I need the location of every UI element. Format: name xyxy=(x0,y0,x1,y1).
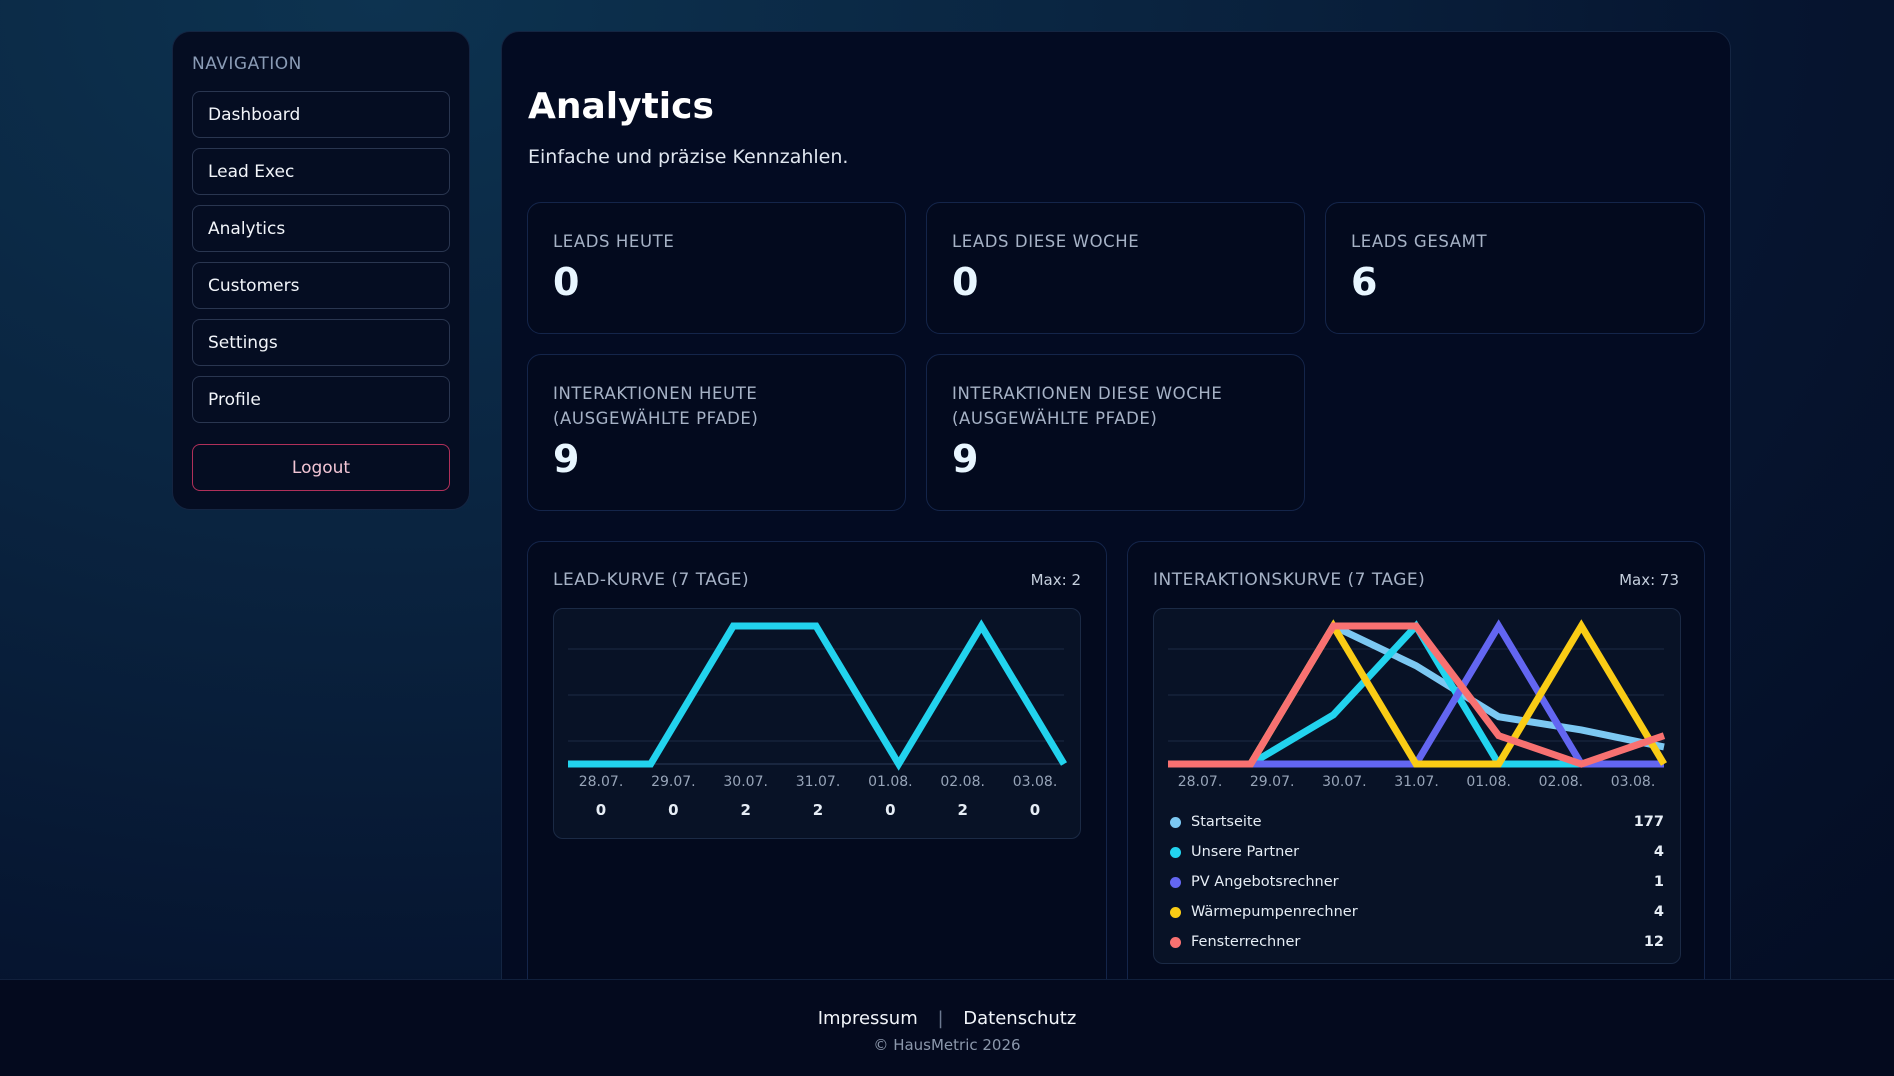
stat-card-leads-week: LEADS DIESE WOCHE 0 xyxy=(926,202,1305,334)
legend-item: Fensterrechner 12 xyxy=(1170,927,1664,957)
lead-chart-box: 28.07. 0 29.07. 0 30.07. 2 31.07. 2 01.08. 0 02.08… xyxy=(553,608,1081,839)
lead-chart: 28.07. 0 29.07. 0 30.07. 2 31.07. 2 01.08. 0 02.08… xyxy=(568,619,1068,819)
x-tick-label: 30.07. xyxy=(1322,774,1367,790)
value-label: 0 xyxy=(668,801,678,819)
legend-dot xyxy=(1170,936,1181,948)
stat-value: 9 xyxy=(553,437,580,481)
nav-heading: NAVIGATION xyxy=(192,54,302,74)
x-tick-label: 28.07. xyxy=(1178,774,1223,790)
x-tick-label: 02.08. xyxy=(1539,774,1584,790)
value-label: 2 xyxy=(813,801,823,819)
x-tick-label: 29.07. xyxy=(1250,774,1295,790)
page-title: Analytics xyxy=(528,86,714,127)
x-tick-label: 01.08. xyxy=(868,774,913,790)
lead-chart-max: Max: 2 xyxy=(1030,571,1081,589)
value-label: 0 xyxy=(1030,801,1040,819)
stat-value: 6 xyxy=(1351,260,1378,304)
stat-value: 0 xyxy=(553,260,580,304)
stat-card-leads-today: LEADS HEUTE 0 xyxy=(527,202,906,334)
stat-label: LEADS DIESE WOCHE xyxy=(952,232,1140,251)
x-tick-label: 28.07. xyxy=(579,774,624,790)
value-label: 2 xyxy=(957,801,967,819)
value-label: 2 xyxy=(740,801,750,819)
logout-button[interactable]: Logout xyxy=(192,444,450,491)
stat-label: INTERAKTIONEN HEUTE (AUSGEWÄHLTE PFADE) xyxy=(553,384,759,428)
legend-item: Unsere Partner 4 xyxy=(1170,837,1664,867)
interaction-legend: Startseite 177 Unsere Partner 4 PV Angebotsr… xyxy=(1170,807,1664,957)
legend-value: 4 xyxy=(1653,904,1664,920)
stat-card-leads-total: LEADS GESAMT 6 xyxy=(1325,202,1705,334)
legend-value: 4 xyxy=(1653,844,1664,860)
x-tick-label: 31.07. xyxy=(1394,774,1439,790)
nav-item-analytics[interactable]: Analytics xyxy=(192,205,450,252)
nav-item-dashboard[interactable]: Dashboard xyxy=(192,91,450,138)
series-line-4 xyxy=(1168,622,1666,768)
stat-value: 0 xyxy=(952,260,979,304)
stat-card-interactions-today: INTERAKTIONEN HEUTE (AUSGEWÄHLTE PFADE) … xyxy=(527,354,906,511)
footer-links: Impressum | Datenschutz xyxy=(0,1008,1894,1029)
page-subtitle: Einfache und präzise Kennzahlen. xyxy=(528,146,849,168)
interaction-chart-title: INTERAKTIONSKURVE (7 TAGE) xyxy=(1153,570,1426,590)
legend-value: 177 xyxy=(1633,814,1664,830)
legend-value: 1 xyxy=(1653,874,1664,890)
nav-item-profile[interactable]: Profile xyxy=(192,376,450,423)
legend-name: Wärmepumpenrechner xyxy=(1191,904,1358,920)
series-line-0 xyxy=(568,619,1068,771)
nav-item-settings[interactable]: Settings xyxy=(192,319,450,366)
legend-dot xyxy=(1170,906,1181,918)
stat-card-interactions-week: INTERAKTIONEN DIESE WOCHE (AUSGEWÄHLTE P… xyxy=(926,354,1305,511)
lead-chart-card: LEAD-KURVE (7 TAGE) Max: 2 28.07. 0 29.07.… xyxy=(527,541,1107,1021)
impressum-link[interactable]: Impressum xyxy=(817,1008,918,1029)
interaction-chart-card: INTERAKTIONSKURVE (7 TAGE) Max: 73 28.07… xyxy=(1127,541,1705,1021)
interaction-chart: 28.07. 29.07. 30.07. 31.07. 01.08. 02.08. 03.0… xyxy=(1168,619,1668,790)
stat-label: LEADS HEUTE xyxy=(553,232,675,251)
stat-label: INTERAKTIONEN DIESE WOCHE (AUSGEWÄHLTE P… xyxy=(952,384,1223,428)
legend-name: Startseite xyxy=(1191,814,1262,830)
interaction-chart-box: 28.07. 29.07. 30.07. 31.07. 01.08. 02.08. 03.0… xyxy=(1153,608,1681,964)
sidebar: NAVIGATION Dashboard Lead Exec Analytics… xyxy=(172,31,470,510)
x-tick-label: 31.07. xyxy=(796,774,841,790)
x-tick-label: 01.08. xyxy=(1466,774,1511,790)
x-tick-label: 30.07. xyxy=(723,774,768,790)
stat-value: 9 xyxy=(952,437,979,481)
nav-item-customers[interactable]: Customers xyxy=(192,262,450,309)
legend-name: Unsere Partner xyxy=(1191,844,1300,860)
lead-chart-title: LEAD-KURVE (7 TAGE) xyxy=(553,570,750,590)
legend-item: Wärmepumpenrechner 4 xyxy=(1170,897,1664,927)
nav-item-lead-exec[interactable]: Lead Exec xyxy=(192,148,450,195)
legend-value: 12 xyxy=(1643,934,1664,950)
x-tick-label: 03.08. xyxy=(1611,774,1656,790)
legend-item: PV Angebotsrechner 1 xyxy=(1170,867,1664,897)
legend-item: Startseite 177 xyxy=(1170,807,1664,837)
legend-dot xyxy=(1170,876,1181,888)
legend-dot xyxy=(1170,816,1181,828)
datenschutz-link[interactable]: Datenschutz xyxy=(963,1008,1077,1029)
x-tick-label: 29.07. xyxy=(651,774,696,790)
interaction-chart-max: Max: 73 xyxy=(1619,571,1679,589)
footer: Impressum | Datenschutz © HausMetric 202… xyxy=(0,979,1894,1076)
copyright: © HausMetric 2026 xyxy=(873,1036,1021,1054)
value-label: 0 xyxy=(596,801,606,819)
footer-separator: | xyxy=(937,1008,944,1029)
legend-name: PV Angebotsrechner xyxy=(1191,874,1339,890)
x-tick-label: 03.08. xyxy=(1013,774,1058,790)
stat-label: LEADS GESAMT xyxy=(1351,232,1488,251)
legend-dot xyxy=(1170,846,1181,858)
x-tick-label: 02.08. xyxy=(940,774,985,790)
main-panel: Analytics Einfache und präzise Kennzahle… xyxy=(501,31,1731,1031)
value-label: 0 xyxy=(885,801,895,819)
legend-name: Fensterrechner xyxy=(1191,934,1301,950)
